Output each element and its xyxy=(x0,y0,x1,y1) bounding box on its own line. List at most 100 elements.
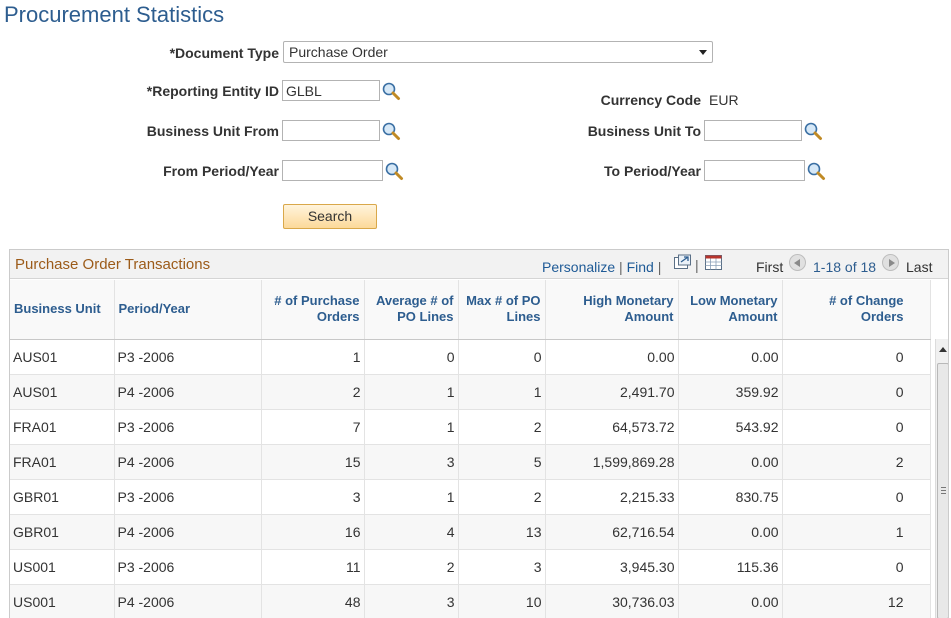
table-row: FRA01 P3 -2006 7 1 2 64,573.72 543.92 0 xyxy=(10,409,931,445)
from-period-input[interactable] xyxy=(282,160,383,181)
cell-period: P4 -2006 xyxy=(114,584,262,618)
grid-title: Purchase Order Transactions xyxy=(15,256,211,273)
cell-low-amount: 830.75 xyxy=(678,479,783,515)
view-all-icon[interactable] xyxy=(673,254,692,271)
to-period-label: To Period/Year xyxy=(604,163,701,179)
cell-low-amount: 0.00 xyxy=(678,584,783,618)
cell-business-unit: US001 xyxy=(10,584,115,618)
row-range-text: 1-18 of 18 xyxy=(813,259,877,275)
cell-max-po-lines: 0 xyxy=(458,339,546,375)
column-header[interactable]: Period/Year xyxy=(114,280,262,340)
cell-purchase-orders: 3 xyxy=(261,479,365,515)
column-header[interactable]: # of Purchase Orders xyxy=(261,280,365,340)
nav-last[interactable]: Last xyxy=(906,259,933,275)
from-period-lookup-icon[interactable] xyxy=(384,161,404,181)
cell-change-orders: 12 xyxy=(782,584,931,618)
business-unit-from-lookup-icon[interactable] xyxy=(381,121,401,141)
column-header[interactable]: Business Unit xyxy=(10,280,115,340)
cell-period: P3 -2006 xyxy=(114,409,262,445)
column-header[interactable]: # of Change Orders xyxy=(782,280,931,340)
business-unit-to-label: Business Unit To xyxy=(587,123,701,139)
table-row: US001 P3 -2006 11 2 3 3,945.30 115.36 0 xyxy=(10,549,931,585)
cell-low-amount: 543.92 xyxy=(678,409,783,445)
cell-low-amount: 359.92 xyxy=(678,374,783,410)
table-row: US001 P4 -2006 48 3 10 30,736.03 0.00 12 xyxy=(10,584,931,618)
column-header[interactable]: Low Monetary Amount xyxy=(678,280,783,340)
scrollbar-thumb[interactable] xyxy=(937,363,948,618)
document-type-value: Purchase Order xyxy=(289,44,388,60)
cell-high-amount: 2,491.70 xyxy=(545,374,679,410)
cell-business-unit: GBR01 xyxy=(10,514,115,550)
cell-period: P4 -2006 xyxy=(114,444,262,480)
column-header[interactable]: Max # of PO Lines xyxy=(458,280,546,340)
cell-avg-po-lines: 0 xyxy=(364,339,459,375)
cell-change-orders: 2 xyxy=(782,444,931,480)
cell-purchase-orders: 11 xyxy=(261,549,365,585)
cell-avg-po-lines: 4 xyxy=(364,514,459,550)
cell-period: P4 -2006 xyxy=(114,514,262,550)
cell-business-unit: AUS01 xyxy=(10,374,115,410)
cell-avg-po-lines: 1 xyxy=(364,479,459,515)
column-header[interactable]: Average # of PO Lines xyxy=(364,280,459,340)
grid-header: Purchase Order Transactions Personalize … xyxy=(10,250,948,279)
to-period-lookup-icon[interactable] xyxy=(806,161,826,181)
reporting-entity-input[interactable] xyxy=(282,80,380,101)
cell-business-unit: GBR01 xyxy=(10,479,115,515)
reporting-entity-lookup-icon[interactable] xyxy=(381,81,401,101)
vertical-scrollbar[interactable] xyxy=(935,339,948,618)
nav-first[interactable]: First xyxy=(756,259,784,275)
purchase-order-transactions-grid: Purchase Order Transactions Personalize … xyxy=(9,249,949,618)
business-unit-to-lookup-icon[interactable] xyxy=(803,121,823,141)
cell-purchase-orders: 7 xyxy=(261,409,365,445)
from-period-label: From Period/Year xyxy=(163,163,279,179)
cell-low-amount: 0.00 xyxy=(678,514,783,550)
business-unit-from-input[interactable] xyxy=(282,120,380,141)
cell-period: P3 -2006 xyxy=(114,339,262,375)
cell-low-amount: 0.00 xyxy=(678,444,783,480)
cell-change-orders: 0 xyxy=(782,409,931,445)
download-spreadsheet-icon[interactable] xyxy=(704,254,723,271)
cell-high-amount: 64,573.72 xyxy=(545,409,679,445)
table-header-row: Business Unit Period/Year # of Purchase … xyxy=(10,280,931,340)
business-unit-to-input[interactable] xyxy=(704,120,802,141)
cell-avg-po-lines: 3 xyxy=(364,584,459,618)
toolbar-separator: | xyxy=(695,257,699,273)
cell-purchase-orders: 16 xyxy=(261,514,365,550)
scroll-up-icon[interactable] xyxy=(939,347,947,352)
column-header[interactable]: High Monetary Amount xyxy=(545,280,679,340)
cell-high-amount: 2,215.33 xyxy=(545,479,679,515)
personalize-link[interactable]: Personalize xyxy=(542,259,616,275)
find-link[interactable]: Find xyxy=(626,259,654,275)
previous-row-icon[interactable] xyxy=(789,254,806,271)
cell-avg-po-lines: 3 xyxy=(364,444,459,480)
currency-code-value: EUR xyxy=(709,92,739,108)
next-row-icon[interactable] xyxy=(882,254,899,271)
cell-change-orders: 0 xyxy=(782,339,931,375)
chevron-down-icon xyxy=(699,50,707,55)
cell-business-unit: AUS01 xyxy=(10,339,115,375)
cell-high-amount: 1,599,869.28 xyxy=(545,444,679,480)
cell-purchase-orders: 2 xyxy=(261,374,365,410)
cell-change-orders: 0 xyxy=(782,549,931,585)
cell-max-po-lines: 3 xyxy=(458,549,546,585)
cell-business-unit: US001 xyxy=(10,549,115,585)
cell-avg-po-lines: 2 xyxy=(364,549,459,585)
cell-max-po-lines: 13 xyxy=(458,514,546,550)
table-row: AUS01 P3 -2006 1 0 0 0.00 0.00 0 xyxy=(10,339,931,375)
cell-business-unit: FRA01 xyxy=(10,409,115,445)
cell-avg-po-lines: 1 xyxy=(364,374,459,410)
to-period-input[interactable] xyxy=(704,160,805,181)
cell-avg-po-lines: 1 xyxy=(364,409,459,445)
table-row: GBR01 P4 -2006 16 4 13 62,716.54 0.00 1 xyxy=(10,514,931,550)
cell-period: P3 -2006 xyxy=(114,549,262,585)
cell-period: P3 -2006 xyxy=(114,479,262,515)
cell-high-amount: 3,945.30 xyxy=(545,549,679,585)
cell-max-po-lines: 2 xyxy=(458,409,546,445)
transactions-table: Business Unit Period/Year # of Purchase … xyxy=(10,280,931,618)
cell-high-amount: 62,716.54 xyxy=(545,514,679,550)
search-button[interactable]: Search xyxy=(283,204,377,229)
cell-low-amount: 115.36 xyxy=(678,549,783,585)
grid-toolbar-links: Personalize | Find | xyxy=(542,259,662,275)
document-type-select[interactable]: Purchase Order xyxy=(283,41,713,63)
grip-icon xyxy=(941,487,946,494)
